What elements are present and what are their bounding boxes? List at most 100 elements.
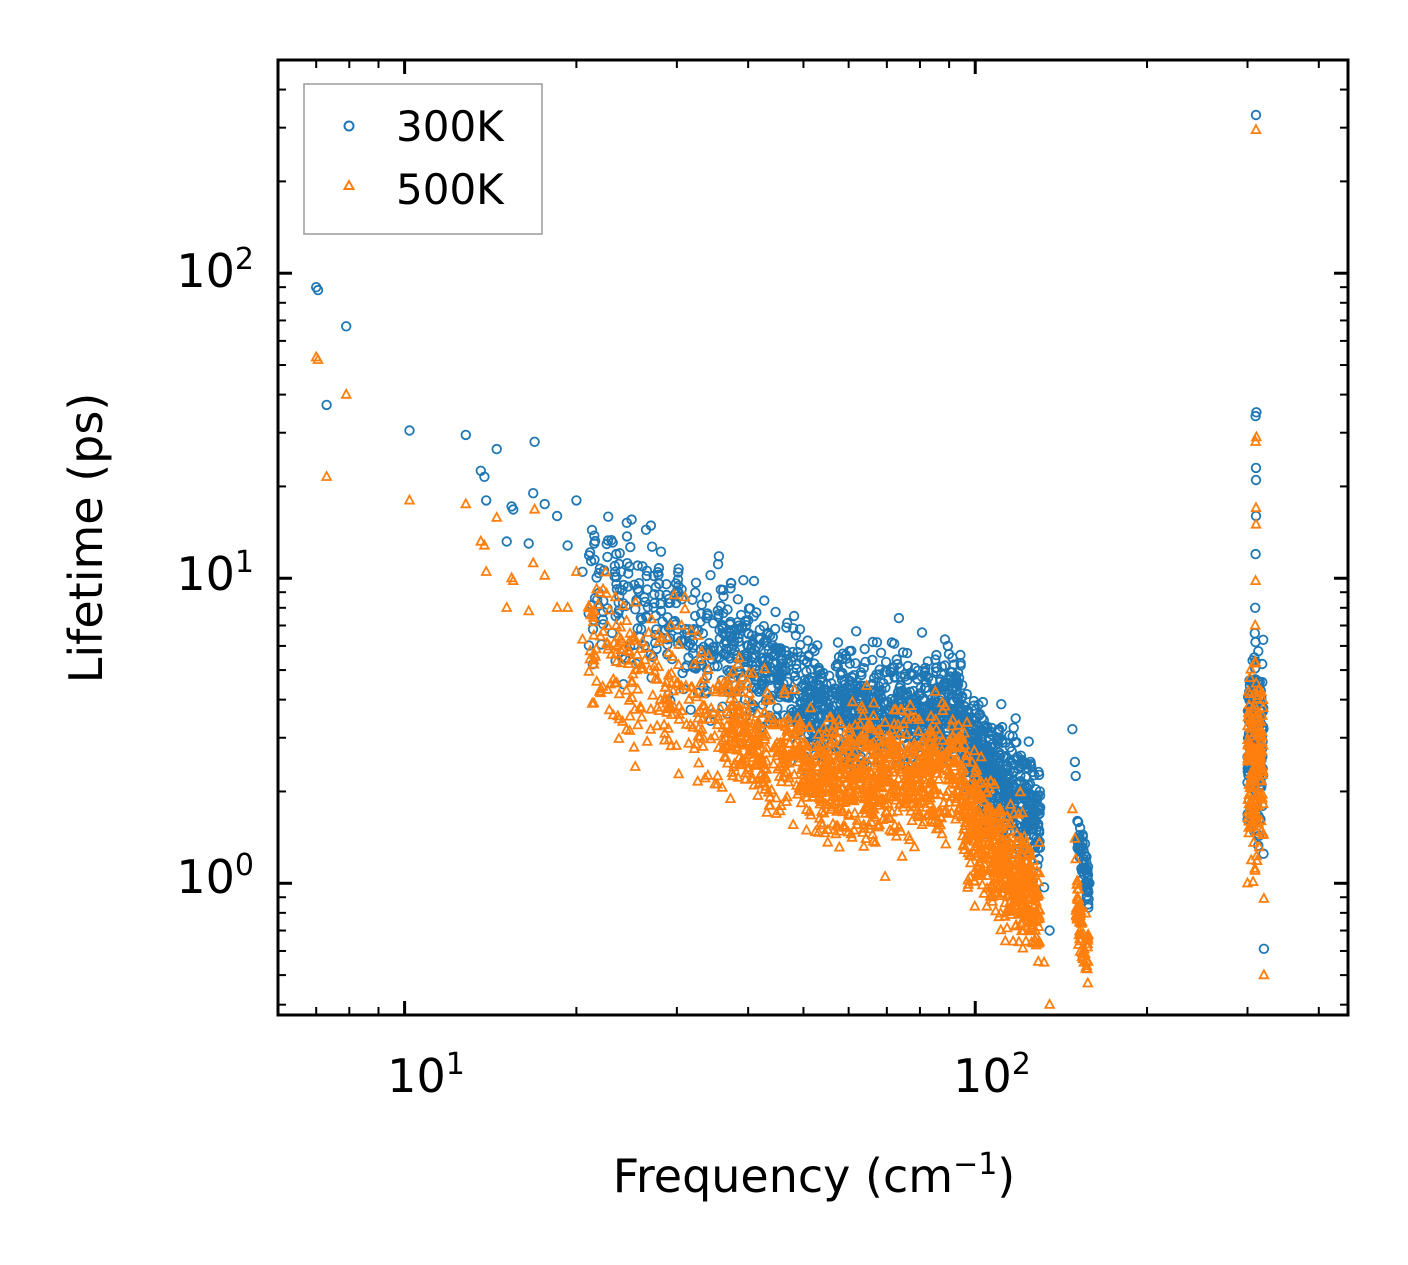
data-point-500k — [1027, 854, 1040, 865]
data-point-500k — [988, 777, 1001, 789]
data-point-500k — [1025, 862, 1038, 874]
data-point-300k — [1027, 766, 1038, 778]
data-point-500k — [1250, 676, 1263, 688]
data-point-500k — [817, 795, 829, 806]
data-point-300k — [622, 558, 633, 569]
legend-marker-300k — [343, 120, 355, 132]
data-point-300k — [966, 732, 977, 743]
data-point-300k — [725, 583, 736, 594]
data-point-500k — [860, 679, 873, 690]
data-point-500k — [782, 711, 794, 723]
data-point-300k — [718, 591, 729, 602]
data-point-500k — [770, 791, 782, 803]
data-point-500k — [840, 766, 852, 778]
data-point-300k — [1034, 802, 1045, 813]
data-point-500k — [1033, 903, 1046, 915]
data-point-500k — [971, 866, 983, 878]
data-point-300k — [818, 703, 829, 714]
data-point-500k — [732, 657, 744, 669]
data-point-300k — [717, 623, 728, 634]
data-point-500k — [912, 724, 925, 736]
data-point-300k — [1075, 844, 1086, 856]
data-point-500k — [907, 791, 920, 803]
data-point-300k — [915, 682, 927, 694]
data-point-300k — [809, 712, 820, 724]
data-point-500k — [1247, 815, 1260, 827]
data-point-500k — [1030, 914, 1043, 926]
data-point-500k — [584, 644, 597, 656]
data-point-300k — [491, 443, 502, 455]
data-point-500k — [712, 709, 725, 721]
data-point-500k — [708, 729, 721, 741]
data-point-500k — [924, 791, 937, 803]
data-point-500k — [897, 800, 910, 812]
data-point-500k — [836, 743, 849, 755]
data-point-300k — [897, 647, 909, 658]
data-point-500k — [507, 574, 520, 585]
data-point-500k — [1079, 961, 1092, 973]
data-point-500k — [783, 737, 796, 748]
data-point-300k — [529, 436, 540, 448]
data-point-500k — [1033, 835, 1046, 847]
data-point-500k — [1026, 885, 1039, 897]
data-point-500k — [968, 874, 981, 886]
data-point-300k — [802, 635, 813, 646]
data-point-500k — [675, 618, 688, 630]
data-point-300k — [795, 639, 806, 651]
data-point-500k — [1248, 655, 1261, 667]
data-point-300k — [844, 675, 855, 687]
data-point-500k — [835, 717, 847, 729]
data-point-300k — [1025, 821, 1037, 832]
data-point-500k — [775, 799, 787, 810]
data-point-500k — [745, 695, 758, 706]
data-point-500k — [750, 735, 762, 747]
data-point-500k — [692, 711, 704, 723]
data-point-500k — [783, 749, 795, 761]
data-point-500k — [812, 727, 825, 739]
data-point-300k — [952, 667, 964, 678]
data-point-300k — [641, 570, 652, 582]
data-point-300k — [981, 765, 992, 776]
data-point-500k — [848, 806, 861, 818]
data-point-500k — [892, 772, 905, 783]
data-point-500k — [910, 771, 923, 783]
data-point-300k — [875, 647, 887, 659]
data-point-500k — [935, 757, 947, 768]
data-point-500k — [1071, 890, 1084, 902]
data-point-500k — [752, 777, 765, 789]
data-point-300k — [808, 675, 819, 687]
data-point-500k — [893, 755, 905, 766]
data-point-500k — [639, 653, 651, 665]
data-point-300k — [1072, 815, 1083, 827]
data-point-500k — [833, 749, 846, 761]
data-point-300k — [562, 540, 573, 551]
data-point-500k — [875, 760, 888, 772]
data-point-500k — [1257, 827, 1270, 839]
data-point-500k — [692, 629, 704, 640]
data-point-300k — [690, 610, 701, 622]
data-point-500k — [1249, 574, 1262, 585]
data-point-300k — [1084, 878, 1095, 889]
data-point-500k — [912, 808, 924, 819]
data-point-500k — [813, 811, 826, 823]
data-point-500k — [1081, 940, 1094, 952]
data-point-500k — [958, 726, 971, 738]
data-point-500k — [1257, 738, 1269, 750]
data-point-500k — [1020, 934, 1032, 946]
data-point-500k — [698, 672, 711, 684]
data-point-500k — [803, 720, 815, 732]
data-point-500k — [761, 805, 773, 817]
data-point-500k — [1248, 686, 1261, 698]
data-point-300k — [1081, 851, 1092, 863]
data-point-500k — [924, 763, 936, 775]
data-point-500k — [924, 773, 937, 785]
data-point-500k — [993, 849, 1006, 861]
data-point-300k — [1017, 756, 1028, 768]
data-point-500k — [994, 819, 1007, 831]
data-point-500k — [616, 714, 629, 726]
data-point-500k — [865, 783, 878, 795]
data-point-500k — [1241, 752, 1254, 763]
data-point-500k — [629, 595, 642, 607]
data-point-500k — [742, 761, 755, 772]
data-point-300k — [758, 637, 769, 648]
